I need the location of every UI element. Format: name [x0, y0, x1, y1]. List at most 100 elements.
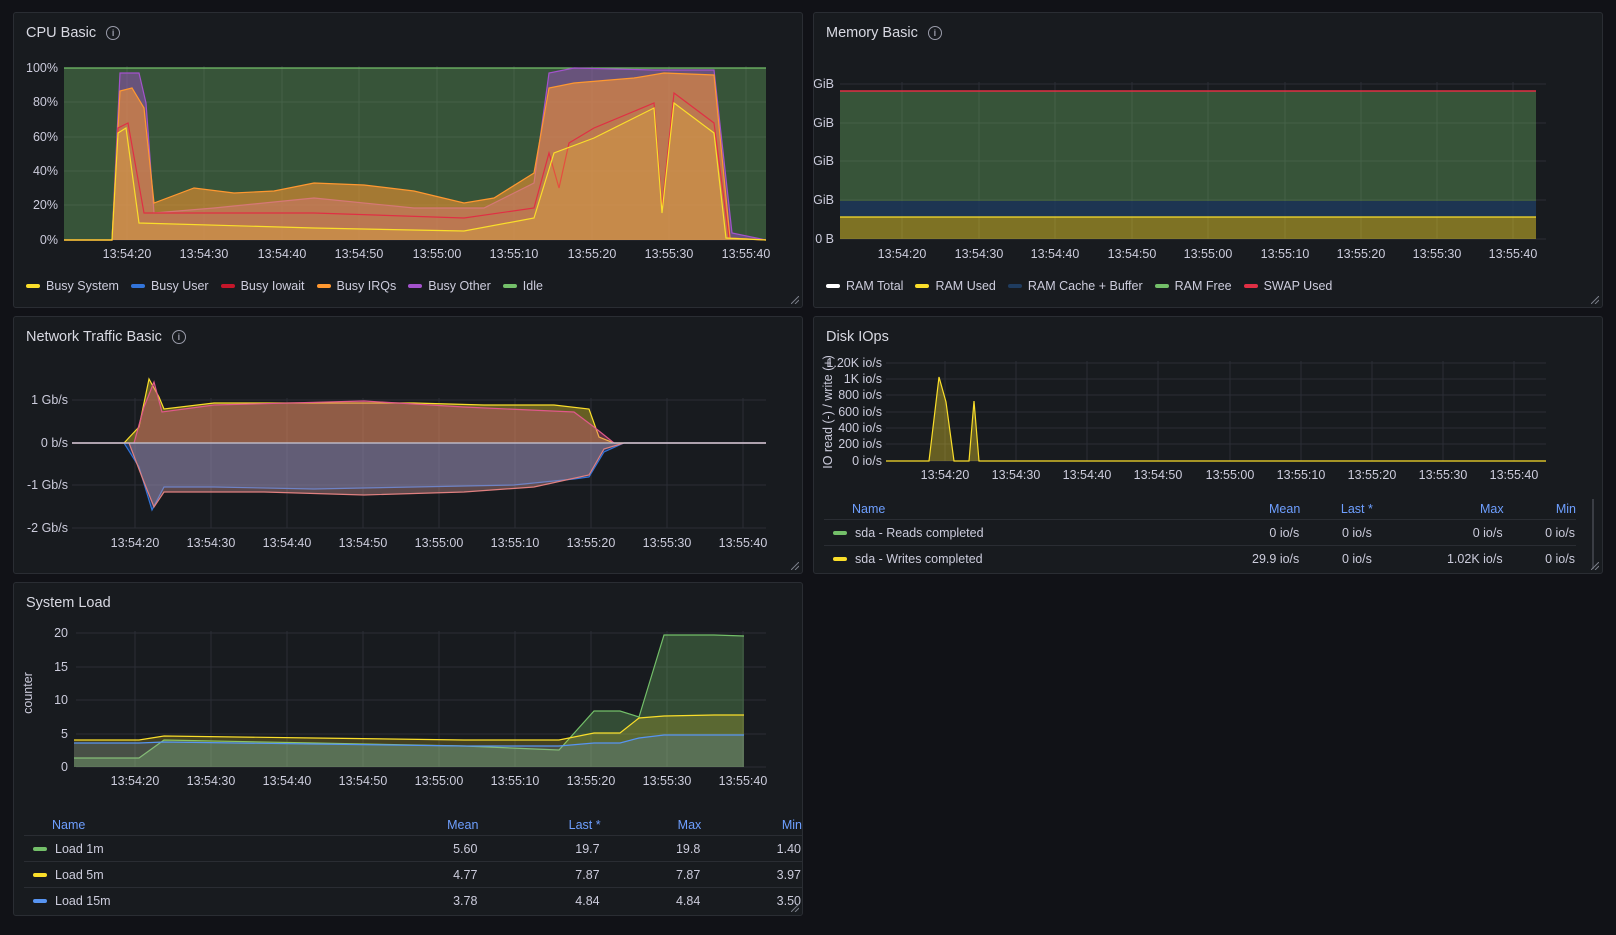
info-icon[interactable]: i	[106, 26, 121, 40]
y-tick-label: 0 b/s	[41, 436, 68, 450]
y-tick-label: 5	[61, 727, 68, 741]
column-header[interactable]: Min	[781, 818, 802, 832]
y-tick-label: 1K io/s	[844, 372, 882, 386]
disk-table-scrollbar[interactable]	[1592, 499, 1594, 569]
legend-swatch	[833, 531, 847, 536]
series-name-cell: sda - Reads completed	[824, 519, 1189, 546]
y-tick-label: 16 GiB	[814, 77, 834, 91]
y-tick-label: 10	[54, 693, 68, 707]
table-row[interactable]: Load 1m 5.60 19.7 19.8 1.40	[24, 835, 802, 862]
x-tick-label: 13:55:40	[719, 774, 768, 788]
load-5m-fill	[74, 715, 744, 767]
legend-item[interactable]: SWAP Used	[1243, 279, 1332, 293]
resize-handle-icon[interactable]	[1591, 562, 1599, 570]
column-header[interactable]: Mean	[1269, 502, 1301, 516]
y-axis-label: counter	[21, 672, 35, 714]
stat-mean: 29.9 io/s	[1188, 545, 1301, 571]
x-tick-label: 13:54:40	[263, 536, 312, 550]
transmit-pink-line	[72, 380, 766, 444]
legend-label: RAM Used	[935, 279, 996, 293]
legend-item[interactable]: Busy System	[26, 279, 119, 293]
column-header[interactable]: Last *	[1340, 502, 1373, 516]
x-tick-label: 13:55:30	[1419, 468, 1468, 482]
column-header[interactable]: Name	[852, 502, 886, 516]
column-header[interactable]: Mean	[447, 818, 479, 832]
busy-system-fill	[64, 103, 766, 240]
info-icon[interactable]: i	[927, 26, 942, 40]
legend-item[interactable]: RAM Free	[1154, 279, 1232, 293]
x-tick-label: 13:55:30	[1413, 247, 1462, 261]
legend-label: Idle	[522, 279, 543, 293]
y-tick-label: 600 io/s	[838, 405, 882, 419]
y-tick-label: 60%	[33, 130, 58, 144]
x-tick-label: 13:54:50	[1108, 247, 1157, 261]
x-tick-label: 13:55:40	[1489, 247, 1538, 261]
load-1m-line	[74, 634, 745, 759]
y-tick-label: 400 io/s	[838, 421, 882, 435]
x-tick-label: 13:54:50	[339, 774, 388, 788]
disk-chart: 1.20K io/s 1K io/s 800 io/s 600 io/s 400 io/…	[821, 355, 1546, 482]
ram-free-area	[840, 91, 1536, 201]
legend-item[interactable]: Busy IRQs	[316, 279, 396, 293]
legend-label: RAM Cache + Buffer	[1027, 279, 1143, 293]
receive-pink-line	[72, 442, 766, 509]
legend-item[interactable]: Busy User	[130, 279, 209, 293]
network-traffic-panel: Network Traffic Basic i 1 Gb/s 0 b/s -1 Gb…	[13, 316, 803, 574]
x-tick-label: 13:55:00	[1184, 247, 1233, 261]
load-1m-fill	[74, 635, 744, 767]
column-header[interactable]: Name	[52, 818, 86, 832]
table-row[interactable]: sda - Reads completed 0 io/s 0 io/s 0 io/s 0…	[824, 519, 1576, 546]
load-legend-table: Name Mean Last * Max Min Load 1m 5.60 19.7 19.8 1…	[24, 815, 802, 913]
resize-handle-icon[interactable]	[1591, 296, 1599, 304]
disk-iops-panel: Disk IOps 1.20K io/s 1K io/s 800 io/s 600 i…	[813, 316, 1603, 574]
x-tick-label: 13:54:20	[921, 468, 970, 482]
load-panel-title: System Load	[26, 595, 111, 611]
info-icon[interactable]: i	[171, 330, 186, 344]
y-tick-label: 12 GiB	[814, 116, 834, 130]
legend-item[interactable]: RAM Cache + Buffer	[1007, 279, 1143, 293]
legend-swatch	[26, 284, 40, 288]
x-tick-label: 13:54:20	[878, 247, 927, 261]
column-header[interactable]: Last *	[568, 818, 601, 832]
legend-item[interactable]: Busy Iowait	[220, 279, 305, 293]
legend-item[interactable]: RAM Used	[915, 279, 996, 293]
stat-min: 3.97	[701, 861, 802, 888]
table-row[interactable]: Load 5m 4.77 7.87 7.87 3.97	[24, 861, 802, 888]
y-tick-label: 8 GiB	[814, 154, 834, 168]
column-header[interactable]: Max	[1479, 502, 1504, 516]
stat-min: 0 io/s	[1503, 519, 1576, 546]
y-tick-label: 40%	[33, 164, 58, 178]
x-tick-label: 13:54:30	[187, 774, 236, 788]
resize-handle-icon[interactable]	[791, 562, 799, 570]
x-tick-label: 13:54:20	[103, 247, 152, 261]
table-header-row: Name Mean Last * Max Min	[824, 499, 1576, 520]
table-row[interactable]: sda - Writes completed 29.9 io/s 0 io/s 1.0…	[824, 545, 1576, 571]
y-tick-label: 15	[54, 660, 68, 674]
stat-last: 0 io/s	[1300, 519, 1373, 546]
x-tick-label: 13:55:40	[719, 536, 768, 550]
legend-item[interactable]: Idle	[502, 279, 543, 293]
writes-completed-line	[886, 376, 1546, 462]
legend-swatch	[833, 557, 847, 562]
x-tick-label: 13:54:30	[187, 536, 236, 550]
series-name: sda - Writes completed	[855, 551, 983, 566]
table-row[interactable]: Load 15m 3.78 4.84 4.84 3.50	[24, 887, 802, 913]
x-tick-label: 13:55:30	[643, 536, 692, 550]
busy-irqs-line	[64, 72, 767, 241]
system-load-panel: System Load 20 15 10 5 0 13:54:20 13:54:30 13:5…	[13, 582, 803, 916]
legend-swatch	[502, 284, 517, 288]
cpu-panel-title: CPU Basic	[26, 25, 97, 41]
resize-handle-icon[interactable]	[791, 296, 799, 304]
cpu-chart: 100% 80% 60% 40% 20% 0% 13:54:20 13:54:30 13:54:…	[26, 61, 770, 261]
resize-handle-icon[interactable]	[791, 904, 799, 912]
legend-item[interactable]: Busy Other	[408, 279, 491, 293]
stat-last: 7.87	[478, 861, 601, 888]
column-header[interactable]: Max	[677, 818, 702, 832]
x-tick-label: 13:54:30	[955, 247, 1004, 261]
column-header[interactable]: Min	[1555, 502, 1576, 516]
legend-item[interactable]: RAM Total	[826, 279, 903, 293]
transmit-pink-fill	[72, 382, 766, 443]
stat-max: 1.02K io/s	[1372, 545, 1504, 571]
load-5m-line	[74, 714, 744, 741]
series-name: Load 5m	[55, 867, 104, 882]
